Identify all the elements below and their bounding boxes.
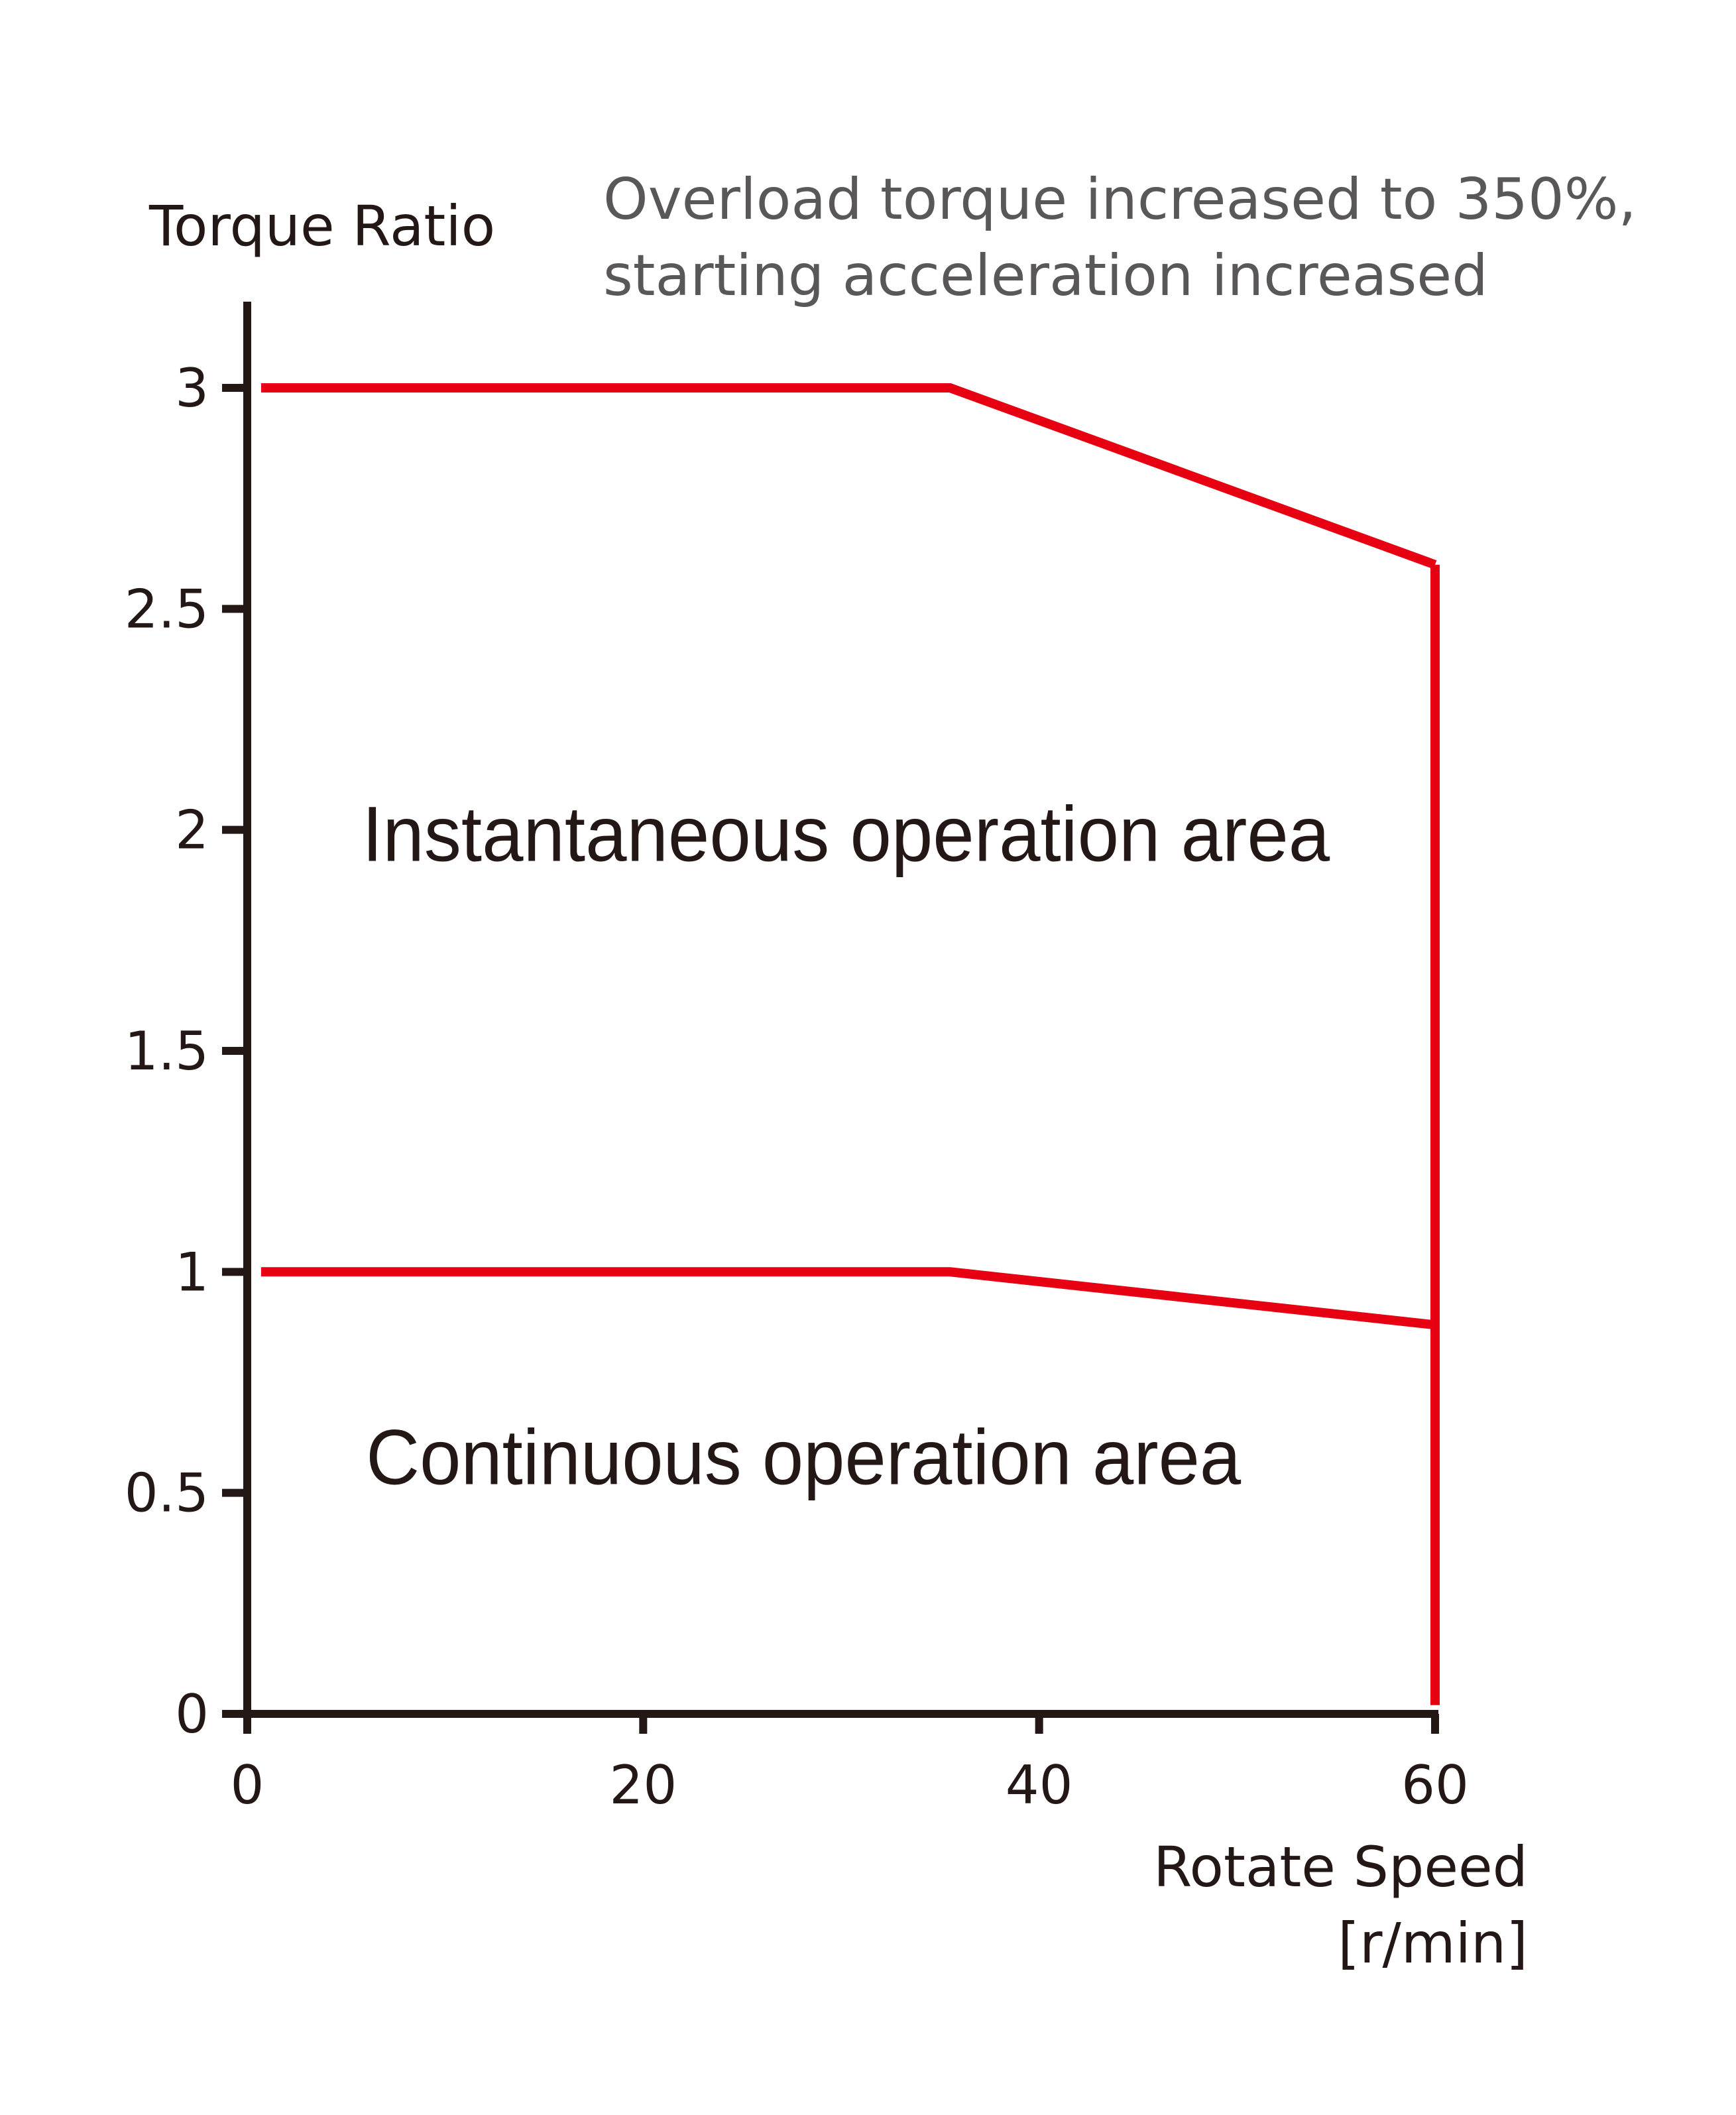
y-tick-label: 3 [175,357,209,419]
y-tick-label: 1.5 [125,1020,209,1082]
y-tick-label: 2 [175,800,209,861]
x-tick-label: 60 [1401,1754,1469,1816]
annotation-line-1: Overload torque increased to 350%, [603,166,1637,233]
instantaneous-limit-line [260,383,1437,570]
y-tick-label: 0.5 [125,1463,209,1524]
region-label-continuous: Continuous operation area [366,1414,1241,1501]
y-tick-label: 2.5 [125,578,209,640]
x-axis-title-line-1: Rotate Speed [1153,1835,1528,1900]
continuous-limit-line [260,1267,1436,1330]
y-tick-label: 0 [175,1683,209,1745]
y-tick-label: 1 [175,1241,209,1303]
y-axis-title: Torque Ratio [148,194,495,259]
x-tick-label: 0 [231,1754,264,1816]
x-axis-title-line-2: [r/min] [1338,1911,1528,1976]
annotation-line-2: starting acceleration increased [603,243,1488,309]
x-tick-label: 20 [609,1754,677,1816]
x-tick-label: 40 [1006,1754,1073,1816]
region-label-instantaneous: Instantaneous operation area [362,790,1330,878]
